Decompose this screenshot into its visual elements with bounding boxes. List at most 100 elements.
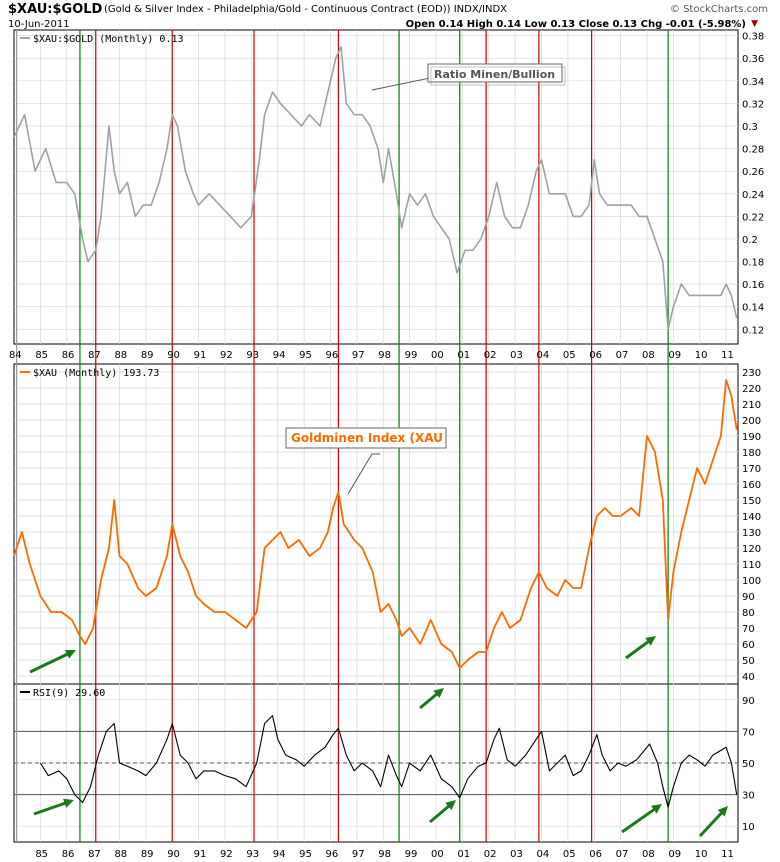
y-tick-label: 0.12 [742, 325, 764, 336]
y-tick-label: 40 [742, 672, 755, 683]
xau-annotation-label: Goldminen Index (XAU [291, 431, 443, 445]
x-tick-label: 09 [668, 849, 681, 860]
ohlc-summary: Open 0.14 High 0.14 Low 0.13 Close 0.13 … [405, 19, 746, 30]
x-tick-label: 92 [220, 849, 233, 860]
green-arrow-icon [698, 809, 726, 838]
green-arrow-icon [625, 638, 653, 660]
x-tick-label: 93 [246, 849, 259, 860]
y-tick-label: 100 [742, 576, 761, 587]
y-tick-label: 0.18 [742, 258, 764, 269]
x-tick-label: 04 [536, 849, 549, 860]
y-tick-label: 0.22 [742, 212, 764, 223]
y-tick-label: 170 [742, 464, 761, 475]
y-tick-label: 200 [742, 416, 761, 427]
green-arrow-head-icon [65, 650, 76, 659]
y-tick-label: 0.14 [742, 303, 764, 314]
y-tick-label: 0.32 [742, 99, 764, 110]
green-arrow-head-icon [445, 800, 456, 811]
x-tick-label: 98 [378, 849, 391, 860]
y-tick-label: 80 [742, 608, 755, 619]
x-tick-label: 11 [721, 849, 734, 860]
x-tick-label: 97 [352, 350, 365, 361]
panel-frame-xau [13, 363, 739, 685]
x-tick-label: 08 [642, 350, 655, 361]
y-tick-label: 190 [742, 432, 761, 443]
callout-box [427, 63, 563, 83]
x-tick-label: 02 [484, 849, 497, 860]
x-tick-label: 84 [9, 350, 22, 361]
x-tick-label: 88 [114, 849, 127, 860]
x-tick-label: 10 [695, 350, 708, 361]
y-tick-label: 110 [742, 560, 761, 571]
x-tick-label: 97 [352, 849, 365, 860]
y-tick-label: 120 [742, 544, 761, 555]
x-tick-label: 93 [246, 350, 259, 361]
x-tick-label: 00 [431, 849, 444, 860]
x-tick-label: 89 [141, 350, 154, 361]
chart-description: (Gold & Silver Index - Philadelphia/Gold… [104, 4, 508, 15]
x-tick-label: 05 [563, 849, 576, 860]
x-tick-label: 87 [88, 350, 101, 361]
y-tick-label: 220 [742, 384, 761, 395]
ratio-annotation-label: Ratio Minen/Bullion [434, 68, 555, 81]
y-tick-label: 0.36 [742, 54, 764, 65]
callout-shadow [430, 66, 566, 86]
green-arrow-icon [419, 690, 441, 710]
legend-label: $XAU (Monthly) 193.73 [33, 368, 159, 379]
x-tick-label: 10 [695, 849, 708, 860]
series-line-ratio [13, 46, 738, 331]
series-line-xau [13, 379, 738, 669]
x-tick-label: 96 [325, 350, 338, 361]
x-tick-label: 11 [721, 350, 734, 361]
y-tick-label: 30 [742, 791, 755, 802]
x-tick-label: 09 [668, 350, 681, 361]
y-tick-label: 160 [742, 480, 761, 491]
x-tick-label: 94 [273, 849, 286, 860]
green-arrow-icon [33, 800, 69, 816]
green-arrow-head-icon [717, 806, 728, 817]
y-tick-label: 0.24 [742, 190, 764, 201]
x-tick-label: 07 [616, 849, 629, 860]
x-tick-label: 88 [114, 350, 127, 361]
y-tick-label: 140 [742, 512, 761, 523]
legend-label: RSI(9) 29.60 [33, 688, 105, 699]
green-arrow-icon [429, 802, 453, 824]
callout-pointer [347, 453, 380, 495]
x-tick-label: 92 [220, 350, 233, 361]
x-tick-label: 86 [62, 350, 75, 361]
green-arrow-head-icon [645, 636, 656, 646]
x-tick-label: 98 [378, 350, 391, 361]
x-tick-label: 91 [194, 350, 207, 361]
y-tick-label: 90 [742, 696, 755, 707]
x-tick-label: 90 [167, 849, 180, 860]
x-tick-label: 03 [510, 350, 523, 361]
panel-frame-ratio [13, 29, 739, 345]
x-tick-label: 90 [167, 350, 180, 361]
y-tick-label: 50 [742, 759, 755, 770]
y-tick-label: 0.16 [742, 280, 764, 291]
x-tick-label: 03 [510, 849, 523, 860]
x-tick-label: 99 [405, 849, 418, 860]
y-tick-label: 0.3 [742, 122, 758, 133]
y-tick-label: 10 [742, 822, 755, 833]
x-tick-label: 06 [589, 350, 602, 361]
x-tick-label: 86 [62, 849, 75, 860]
y-tick-label: 0.2 [742, 235, 758, 246]
green-arrow-head-icon [63, 798, 74, 808]
green-arrow-head-icon [433, 688, 444, 698]
x-tick-label: 85 [35, 849, 48, 860]
y-tick-label: 0.34 [742, 77, 764, 88]
x-tick-label: 06 [589, 849, 602, 860]
y-tick-label: 70 [742, 624, 755, 635]
x-tick-label: 00 [431, 350, 444, 361]
green-arrow-icon [29, 651, 72, 674]
brand-watermark: © StockCharts.com [669, 4, 768, 15]
x-tick-label: 04 [536, 350, 549, 361]
y-tick-label: 90 [742, 592, 755, 603]
x-tick-label: 08 [642, 849, 655, 860]
x-tick-label: 95 [299, 350, 312, 361]
y-tick-label: 60 [742, 640, 755, 651]
chg-down-icon: ▼ [751, 19, 758, 29]
